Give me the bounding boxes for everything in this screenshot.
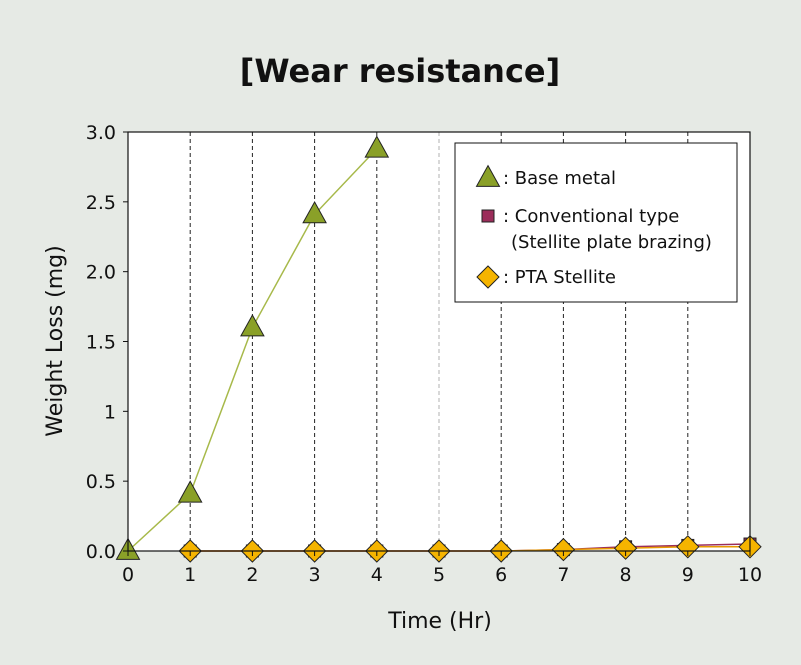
data-point-triangle	[177, 480, 203, 503]
data-point-triangle	[364, 135, 390, 158]
y-axis-ticks: 0.0 0.5 1 1.5 2.0 2.5 3.0	[86, 122, 128, 563]
x-tick-label: 3	[309, 564, 321, 586]
x-tick-label: 4	[371, 564, 383, 586]
legend-label-line2: (Stellite plate brazing)	[511, 232, 712, 253]
chart-title: [Wear resistance]	[240, 52, 561, 90]
x-tick-label: 5	[433, 564, 445, 586]
y-axis-title: Weight Loss (mg)	[43, 245, 68, 436]
legend-marker-square	[481, 209, 495, 223]
data-point-diamond	[551, 537, 576, 562]
x-tick-label: 2	[246, 564, 258, 586]
legend-box	[454, 142, 738, 303]
y-tick-label: 0.5	[86, 471, 116, 493]
y-tick-label: 1	[104, 401, 116, 423]
legend-marker-triangle	[475, 164, 501, 187]
y-tick-label: 0.0	[86, 541, 116, 563]
x-tick-label: 10	[738, 564, 762, 586]
y-tick-label: 3.0	[86, 122, 116, 144]
legend-label: : Conventional type	[503, 206, 679, 227]
legend-label: : Base metal	[503, 168, 616, 189]
legend: : Base metal : Conventional type (Stellite…	[454, 142, 738, 303]
x-tick-label: 7	[557, 564, 569, 586]
y-tick-label: 2.0	[86, 262, 116, 284]
y-tick-label: 2.5	[86, 192, 116, 214]
y-tick-label: 1.5	[86, 332, 116, 354]
data-point-diamond	[613, 536, 638, 560]
data-point-triangle	[302, 200, 327, 224]
x-tick-label: 0	[122, 564, 134, 586]
x-tick-label: 8	[620, 564, 632, 586]
legend-marker-diamond	[476, 265, 500, 289]
x-tick-label: 1	[184, 564, 196, 586]
x-axis-title: Time (Hr)	[387, 609, 492, 634]
legend-label: : PTA Stellite	[503, 267, 616, 288]
x-axis-ticks: 0 1 2 3 4 5 6 7 8 9 10	[122, 551, 762, 586]
x-tick-label: 6	[495, 564, 507, 586]
data-point-triangle	[240, 314, 265, 337]
data-point-diamond	[676, 535, 700, 559]
x-tick-label: 9	[682, 564, 694, 586]
